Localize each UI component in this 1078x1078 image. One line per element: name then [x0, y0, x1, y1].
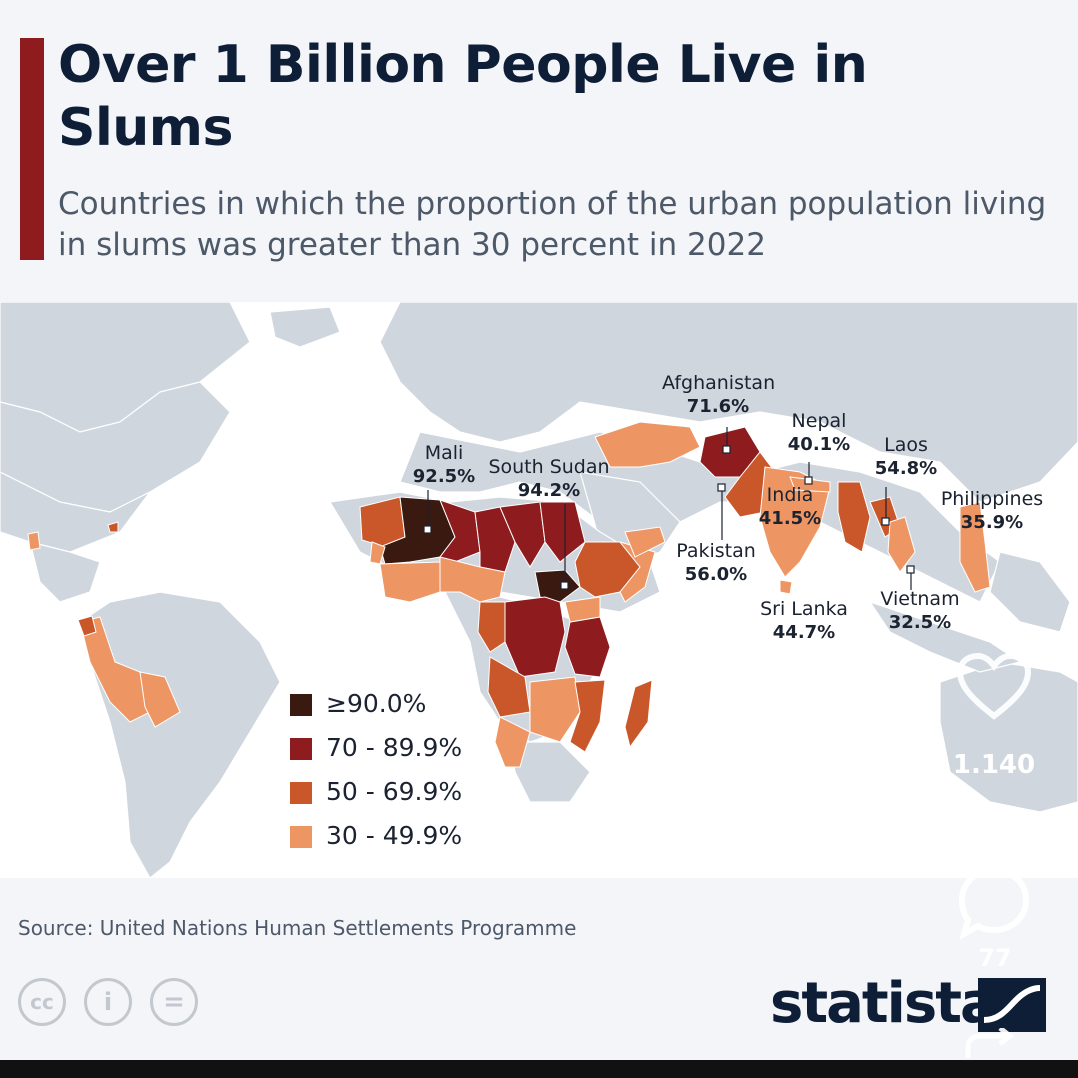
comment-icon[interactable] — [954, 864, 1034, 942]
top-status-strip — [0, 0, 1078, 18]
statista-logo: statista — [770, 971, 998, 1036]
legend-swatch — [290, 782, 312, 804]
map-canvas — [0, 302, 1078, 878]
legend-label: 50 - 69.9% — [326, 777, 463, 806]
highlighted-countries — [27, 421, 991, 768]
legend-label: 70 - 89.9% — [326, 733, 463, 762]
callout-india: India 41.5% — [758, 484, 822, 529]
statista-logo-mark-icon — [978, 978, 1046, 1032]
legend-label: ≥90.0% — [326, 689, 427, 718]
callout-laos: Laos 54.8% — [874, 434, 938, 479]
heart-icon[interactable] — [956, 652, 1032, 724]
callout-philippines: Philippines 35.9% — [940, 488, 1044, 533]
callout-afghanistan: Afghanistan 71.6% — [662, 372, 776, 417]
callout-south-sudan: South Sudan 94.2% — [488, 456, 610, 501]
no-derivatives-icon: = — [150, 978, 198, 1026]
callout-mali: Mali 92.5% — [412, 442, 476, 487]
callout-nepal: Nepal 40.1% — [787, 410, 851, 455]
legend-swatch — [290, 826, 312, 848]
infographic-footer: Source: United Nations Human Settlements… — [0, 866, 1078, 1060]
legend-swatch — [290, 738, 312, 760]
callout-pakistan: Pakistan 56.0% — [676, 540, 756, 585]
attribution-icon: i — [84, 978, 132, 1026]
like-count: 1.140 — [952, 750, 1036, 780]
infographic-title: Over 1 Billion People Live in Slums — [58, 35, 868, 158]
legend-swatch — [290, 694, 312, 716]
bottom-strip — [0, 1060, 1078, 1078]
callout-lines — [423, 427, 915, 590]
infographic-header: Over 1 Billion People Live in Slums Coun… — [0, 18, 1078, 302]
world-map: Mali 92.5% South Sudan 94.2% Afghanistan 71… — [0, 302, 1078, 878]
share-icon[interactable] — [962, 1026, 1022, 1060]
infographic-subtitle: Countries in which the proportion of the… — [58, 186, 1047, 263]
callout-vietnam: Vietnam 32.5% — [880, 588, 960, 633]
accent-bar — [20, 38, 44, 260]
legend-label: 30 - 49.9% — [326, 821, 463, 850]
callout-sri-lanka: Sri Lanka 44.7% — [760, 598, 848, 643]
source-note: Source: United Nations Human Settlements… — [18, 916, 577, 940]
comment-count: 77 — [978, 944, 1012, 972]
cc-icon: cc — [18, 978, 66, 1026]
